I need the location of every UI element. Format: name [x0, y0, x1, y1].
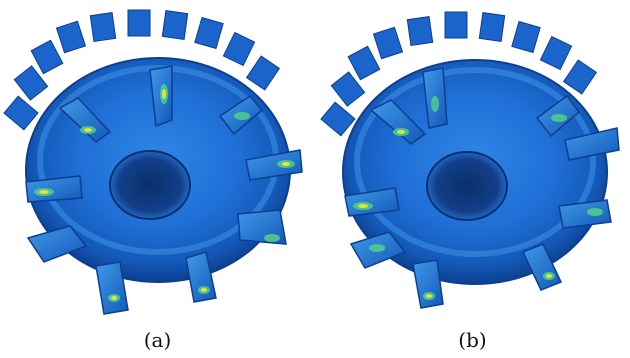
outer-teeth-ring — [3, 9, 281, 131]
bowl-rim-shading — [354, 67, 596, 257]
caption-b: (b) — [458, 328, 487, 352]
panel-a: (a) — [3, 9, 303, 352]
impeller-render-a — [3, 9, 303, 315]
panel-b: (b) — [315, 0, 630, 358]
center-hub-hole — [109, 150, 191, 220]
blades — [25, 65, 303, 315]
stress-hotspots — [353, 96, 603, 300]
stress-hotspots — [34, 84, 295, 302]
caption-a: (a) — [143, 328, 172, 352]
outer-teeth-ring — [320, 11, 598, 137]
impeller-render-b — [320, 11, 620, 309]
center-hub-hole — [426, 151, 508, 221]
